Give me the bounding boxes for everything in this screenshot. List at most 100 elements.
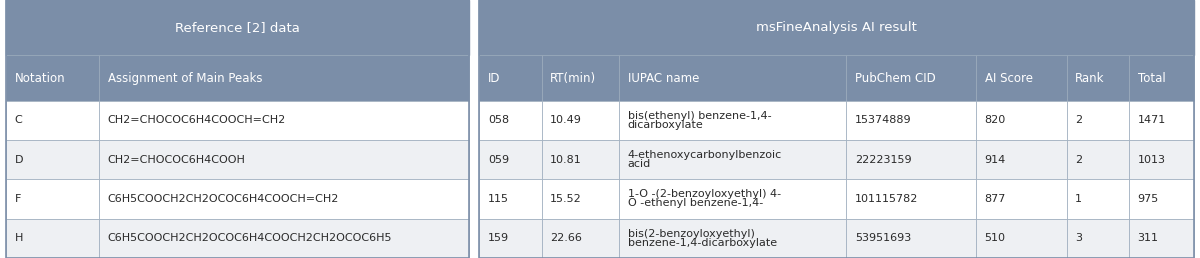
Text: O -ethenyl benzene-1,4-: O -ethenyl benzene-1,4- [628, 198, 763, 208]
Bar [541, 179, 619, 219]
Bar [6, 219, 100, 258]
Text: ID: ID [487, 71, 500, 85]
Bar [619, 140, 846, 179]
Bar [6, 0, 469, 258]
Text: 2: 2 [1075, 155, 1082, 165]
Text: AI Score: AI Score [984, 71, 1032, 85]
Text: 914: 914 [984, 155, 1006, 165]
Bar [541, 55, 619, 101]
Bar [619, 179, 846, 219]
Text: bis(ethenyl) benzene-1,4-: bis(ethenyl) benzene-1,4- [628, 111, 772, 121]
Text: 15.52: 15.52 [550, 194, 582, 204]
Text: 53951693: 53951693 [854, 233, 911, 243]
Text: H: H [14, 233, 23, 243]
Bar [479, 55, 541, 101]
Text: D: D [14, 155, 23, 165]
Text: Rank: Rank [1075, 71, 1105, 85]
Text: 1471: 1471 [1138, 115, 1166, 125]
Text: F: F [14, 194, 20, 204]
Text: C6H5COOCH2CH2OCOC6H4COOCH=CH2: C6H5COOCH2CH2OCOC6H4COOCH=CH2 [108, 194, 340, 204]
Bar [479, 219, 541, 258]
Bar [976, 55, 1067, 101]
Text: 1013: 1013 [1138, 155, 1165, 165]
Text: Total: Total [1138, 71, 1165, 85]
Text: 820: 820 [984, 115, 1006, 125]
Bar [1129, 179, 1194, 219]
Bar [6, 55, 100, 101]
Bar [6, 101, 100, 140]
Bar [541, 140, 619, 179]
Text: 10.49: 10.49 [550, 115, 582, 125]
Text: 115: 115 [487, 194, 509, 204]
Bar [479, 0, 1194, 55]
Bar [1129, 140, 1194, 179]
Bar [6, 140, 100, 179]
Text: 059: 059 [487, 155, 509, 165]
Text: 15374889: 15374889 [854, 115, 912, 125]
Text: 22.66: 22.66 [550, 233, 582, 243]
Bar [100, 55, 469, 101]
Bar [479, 101, 541, 140]
Bar [619, 55, 846, 101]
Bar [100, 219, 469, 258]
Text: Reference [2] data: Reference [2] data [175, 21, 300, 34]
Text: RT(min): RT(min) [550, 71, 596, 85]
Text: 3: 3 [1075, 233, 1082, 243]
Text: benzene-1,4-dicarboxylate: benzene-1,4-dicarboxylate [628, 238, 776, 248]
Text: 1: 1 [1075, 194, 1082, 204]
Text: 975: 975 [1138, 194, 1159, 204]
Text: acid: acid [628, 159, 652, 169]
Text: 101115782: 101115782 [854, 194, 918, 204]
Bar [1129, 219, 1194, 258]
Text: msFineAnalysis AI result: msFineAnalysis AI result [756, 21, 917, 34]
Bar [1129, 55, 1194, 101]
Bar [100, 179, 469, 219]
Bar [846, 219, 976, 258]
Text: dicarboxylate: dicarboxylate [628, 120, 703, 130]
Bar [479, 0, 1194, 258]
Bar [1129, 101, 1194, 140]
Bar [976, 179, 1067, 219]
Bar [976, 219, 1067, 258]
Text: 510: 510 [984, 233, 1006, 243]
Bar [1067, 219, 1129, 258]
Bar [479, 179, 541, 219]
Text: IUPAC name: IUPAC name [628, 71, 700, 85]
Text: 22223159: 22223159 [854, 155, 912, 165]
Text: Notation: Notation [14, 71, 65, 85]
Bar [1067, 140, 1129, 179]
Bar [846, 101, 976, 140]
Text: CH2=CHOCOC6H4COOCH=CH2: CH2=CHOCOC6H4COOCH=CH2 [108, 115, 286, 125]
Text: C6H5COOCH2CH2OCOC6H4COOCH2CH2OCOC6H5: C6H5COOCH2CH2OCOC6H4COOCH2CH2OCOC6H5 [108, 233, 392, 243]
Bar [6, 0, 469, 55]
Bar [619, 219, 846, 258]
Text: 877: 877 [984, 194, 1006, 204]
Text: 4-ethenoxycarbonylbenzoic: 4-ethenoxycarbonylbenzoic [628, 150, 782, 160]
Text: 1-O -(2-benzoyloxyethyl) 4-: 1-O -(2-benzoyloxyethyl) 4- [628, 189, 781, 199]
Bar [541, 101, 619, 140]
Bar [541, 219, 619, 258]
Text: 10.81: 10.81 [550, 155, 582, 165]
Bar [100, 140, 469, 179]
Bar [619, 101, 846, 140]
Bar [976, 101, 1067, 140]
Bar [100, 101, 469, 140]
Text: CH2=CHOCOC6H4COOH: CH2=CHOCOC6H4COOH [108, 155, 246, 165]
Bar [1067, 179, 1129, 219]
Bar [479, 140, 541, 179]
Bar [846, 55, 976, 101]
Text: 2: 2 [1075, 115, 1082, 125]
Bar [1067, 55, 1129, 101]
Bar [846, 179, 976, 219]
Bar [846, 140, 976, 179]
Text: 311: 311 [1138, 233, 1158, 243]
Bar [976, 140, 1067, 179]
Bar [6, 179, 100, 219]
Text: C: C [14, 115, 22, 125]
Text: PubChem CID: PubChem CID [854, 71, 936, 85]
Bar [1067, 101, 1129, 140]
Text: Assignment of Main Peaks: Assignment of Main Peaks [108, 71, 263, 85]
Text: bis(2-benzoyloxyethyl): bis(2-benzoyloxyethyl) [628, 229, 755, 239]
Text: 058: 058 [487, 115, 509, 125]
Text: 159: 159 [487, 233, 509, 243]
